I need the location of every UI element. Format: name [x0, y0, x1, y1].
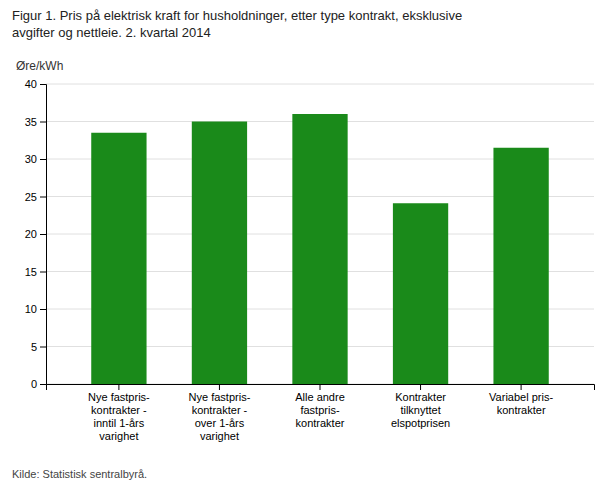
x-tick-mark [219, 384, 220, 390]
y-tick-mark [40, 84, 46, 85]
annotation: Kilde: Statistisk sentralbyrå. [12, 468, 147, 480]
x-tick-mark [320, 384, 321, 390]
y-tick: 25 [25, 191, 46, 203]
grid [46, 84, 594, 384]
x-tick-label-line: Kontrakter [395, 391, 446, 403]
y-tick-mark [40, 347, 46, 348]
x-tick: Nye fastpris-kontrakter -over 1-årsvarig… [189, 384, 251, 442]
x-tick-label-line: fastpris- [300, 404, 339, 416]
y-tick: 20 [25, 228, 46, 240]
title: Figur 1. Pris på elektrisk kraft for hus… [12, 8, 462, 40]
x-tick-label-line: Alle andre [295, 391, 345, 403]
y-axis-line [40, 85, 47, 385]
y-tick-label: 30 [25, 153, 37, 165]
x-tick: Kontraktertilknyttetelspotprisen [391, 384, 450, 429]
x-tick-label-line: Nye fastpris- [88, 391, 150, 403]
x-tick-label-line: varighet [99, 430, 138, 442]
y-tick-mark [40, 122, 46, 123]
x-axis: Nye fastpris-kontrakter -inntil 1-årsvar… [47, 384, 595, 442]
x-tick: Alle andrefastpris-kontrakter [295, 384, 345, 429]
title-line: avgifter og nettleie. 2. kvartal 2014 [12, 25, 211, 40]
x-tick-label-line: over 1-års [195, 417, 245, 429]
x-tick-label-line: varighet [200, 430, 239, 442]
y-axis-label: Øre/kWh [16, 59, 63, 73]
x-tick-label-line: Variabel pris- [489, 391, 553, 403]
x-tick: Nye fastpris-kontrakter -inntil 1-årsvar… [88, 384, 150, 442]
x-tick-label-line: kontrakter - [192, 404, 248, 416]
y-tick: 5 [31, 341, 46, 353]
bars [91, 114, 549, 384]
bar [393, 203, 448, 384]
x-tick-label-line: kontrakter - [91, 404, 147, 416]
y-tick-mark [40, 197, 46, 198]
x-tick-label-line: elspotprisen [391, 417, 450, 429]
x-tick-label: Variabel pris-kontrakter [489, 391, 553, 416]
x-tick-label: Nye fastpris-kontrakter -over 1-årsvarig… [189, 391, 251, 443]
x-tick-label-line: kontrakter [296, 417, 345, 429]
y-tick: 15 [25, 266, 46, 278]
y-tick: 10 [25, 303, 46, 315]
x-axis-line [47, 385, 595, 391]
x-tick-mark [521, 384, 522, 390]
y-tick: 40 [25, 78, 46, 90]
y-tick-mark [40, 309, 46, 310]
y-tick-mark [40, 272, 46, 273]
x-tick-label: Alle andrefastpris-kontrakter [295, 391, 345, 429]
y-tick-label: 25 [25, 191, 37, 203]
y-tick-label: 10 [25, 303, 37, 315]
x-tick-label: Kontraktertilknyttetelspotprisen [391, 391, 450, 429]
grid-line [46, 84, 594, 85]
y-tick: 0 [31, 378, 46, 390]
x-tick-mark [420, 384, 421, 390]
bar [91, 133, 146, 384]
y-tick-label: 20 [25, 228, 37, 240]
x-tick-label-line: kontrakter [497, 404, 546, 416]
chart: Figur 1. Pris på elektrisk kraft for hus… [0, 0, 610, 488]
y-tick-label: 0 [31, 378, 37, 390]
y-tick-mark [40, 159, 46, 160]
y-tick: 35 [25, 116, 46, 128]
title-line: Figur 1. Pris på elektrisk kraft for hus… [12, 8, 462, 23]
y-tick-mark [40, 234, 46, 235]
y-tick-mark [40, 384, 46, 385]
x-tick-label-line: Nye fastpris- [189, 391, 251, 403]
x-tick-label-line: tilknyttet [400, 404, 440, 416]
y-tick-label: 15 [25, 266, 37, 278]
x-tick-label-line: inntil 1-års [94, 417, 145, 429]
x-tick-label: Nye fastpris-kontrakter -inntil 1-årsvar… [88, 391, 150, 443]
y-tick-label: 40 [25, 78, 37, 90]
plot: 0 5 10 15 20 25 30 35 40 Nye fastpris-kontrakter … [25, 78, 595, 442]
y-tick: 30 [25, 153, 46, 165]
y-tick-label: 5 [31, 341, 37, 353]
bar [493, 148, 548, 384]
y-axis: 0 5 10 15 20 25 30 35 40 [25, 78, 47, 390]
x-tick: Variabel pris-kontrakter [489, 384, 553, 416]
x-tick-mark [118, 384, 119, 390]
bar [292, 114, 347, 384]
y-tick-label: 35 [25, 116, 37, 128]
bar [192, 122, 247, 385]
